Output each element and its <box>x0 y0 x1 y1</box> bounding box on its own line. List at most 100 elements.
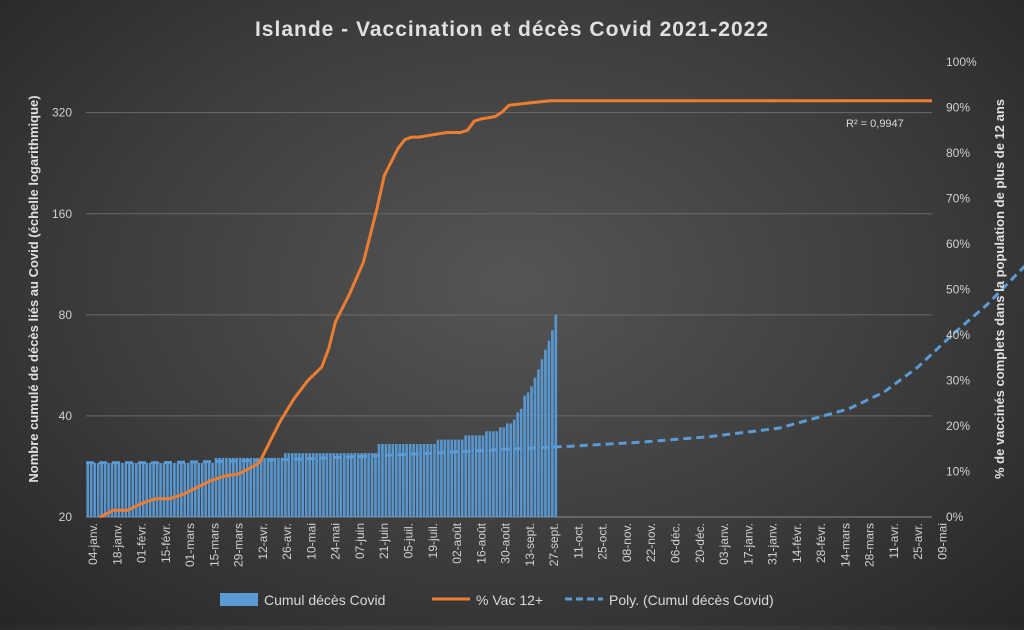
bar <box>429 443 433 517</box>
bar <box>526 392 530 517</box>
y-right-tick-label: 40% <box>946 328 970 342</box>
bar <box>256 457 259 517</box>
bar <box>408 443 412 517</box>
x-tick-label: 21-juin <box>377 523 391 559</box>
bar <box>138 462 142 517</box>
x-tick-label: 19-juil. <box>426 523 440 558</box>
bar <box>315 453 318 517</box>
x-tick-label: 09-mai <box>935 523 949 560</box>
bar <box>391 443 395 517</box>
bar <box>505 423 509 517</box>
legend-label-trend: Poly. (Cumul décès Covid) <box>609 592 774 608</box>
x-tick-label: 31-janv. <box>766 523 780 565</box>
bar <box>128 462 131 517</box>
bar <box>485 431 488 517</box>
bar <box>145 462 148 517</box>
bar <box>183 462 187 517</box>
bar <box>304 453 308 517</box>
bar <box>329 453 332 517</box>
bar <box>492 431 495 517</box>
x-tick-label: 28-mars <box>863 523 877 567</box>
y-axis-right-title: % de vaccinés complets dans la populatio… <box>992 99 1007 479</box>
bar <box>537 369 540 517</box>
bar <box>141 462 145 517</box>
bar <box>238 457 242 517</box>
x-tick-label: 26-avr. <box>280 523 294 560</box>
bar <box>96 462 100 517</box>
bar <box>370 453 374 517</box>
y-axis-left-title: Nombre cumulé de décès liés au Covid (éc… <box>26 95 41 482</box>
bar <box>197 462 201 517</box>
x-tick-label: 12-avr. <box>256 523 270 560</box>
bar <box>481 435 485 517</box>
bar <box>131 462 135 517</box>
bar <box>259 457 263 517</box>
bar <box>426 443 429 517</box>
bar <box>544 349 547 517</box>
bar <box>509 423 513 517</box>
bar <box>176 462 180 517</box>
bar <box>547 340 551 517</box>
x-tick-label: 18-janv. <box>110 523 124 565</box>
bar <box>512 419 516 517</box>
bar <box>124 462 128 517</box>
bar <box>342 453 346 517</box>
trendline-series <box>86 264 1024 465</box>
x-tick-label: 24-mai <box>329 523 343 560</box>
x-tick-label: 10-mai <box>304 523 318 560</box>
x-tick-label: 27-sept. <box>547 523 561 566</box>
bar <box>270 457 273 517</box>
x-tick-label: 15-févr. <box>159 523 173 563</box>
x-tick-label: 30-août <box>499 522 513 563</box>
legend-swatch-bars <box>220 593 258 606</box>
x-tick-label: 28-févr. <box>814 523 828 563</box>
x-tick-label: 15-mars <box>207 523 221 567</box>
bar <box>422 443 426 517</box>
bar <box>159 462 162 517</box>
bar <box>488 431 492 517</box>
y-right-tick-label: 100% <box>946 55 977 69</box>
bar <box>100 462 103 517</box>
bar <box>114 462 117 517</box>
bar <box>318 453 322 517</box>
x-tick-label: 03-janv. <box>717 523 731 565</box>
x-tick-label: 02-août <box>450 522 464 563</box>
x-tick-label: 25-oct. <box>596 523 610 560</box>
x-tick-label: 17-janv. <box>741 523 755 565</box>
bar <box>263 457 266 517</box>
bar <box>294 453 298 517</box>
bar <box>110 462 114 517</box>
bar <box>495 431 499 517</box>
bar <box>499 427 502 517</box>
bar <box>266 457 270 517</box>
x-tick-label: 11-avr. <box>887 523 901 559</box>
bar <box>186 462 190 517</box>
bar <box>284 453 287 517</box>
bar <box>117 462 121 517</box>
bar <box>235 457 239 517</box>
x-tick-label: 01-févr. <box>135 523 149 563</box>
bar <box>363 453 367 517</box>
bar <box>290 453 294 517</box>
y-left-tick-label: 320 <box>52 106 72 120</box>
right-axis-ticks: 0% 10% 20% 30% 40% 50% 60% 70% 80% 90% 100% <box>946 55 977 524</box>
bar <box>405 443 409 517</box>
vaccination-line <box>99 99 932 519</box>
bar <box>412 443 415 517</box>
x-tick-label: 25-avr. <box>911 523 925 560</box>
bar <box>353 453 357 517</box>
bar <box>464 435 467 517</box>
bar <box>162 462 166 517</box>
trendline <box>86 264 1024 465</box>
bar <box>148 462 152 517</box>
y-left-tick-label: 40 <box>59 409 73 423</box>
bar <box>551 330 554 517</box>
bar <box>478 435 481 517</box>
x-tick-label: 04-janv. <box>86 523 100 565</box>
x-tick-label: 01-mars <box>183 523 197 567</box>
bar <box>502 427 506 517</box>
bar <box>530 386 533 517</box>
bar <box>516 412 519 517</box>
bar <box>280 457 284 517</box>
bar <box>166 462 169 517</box>
